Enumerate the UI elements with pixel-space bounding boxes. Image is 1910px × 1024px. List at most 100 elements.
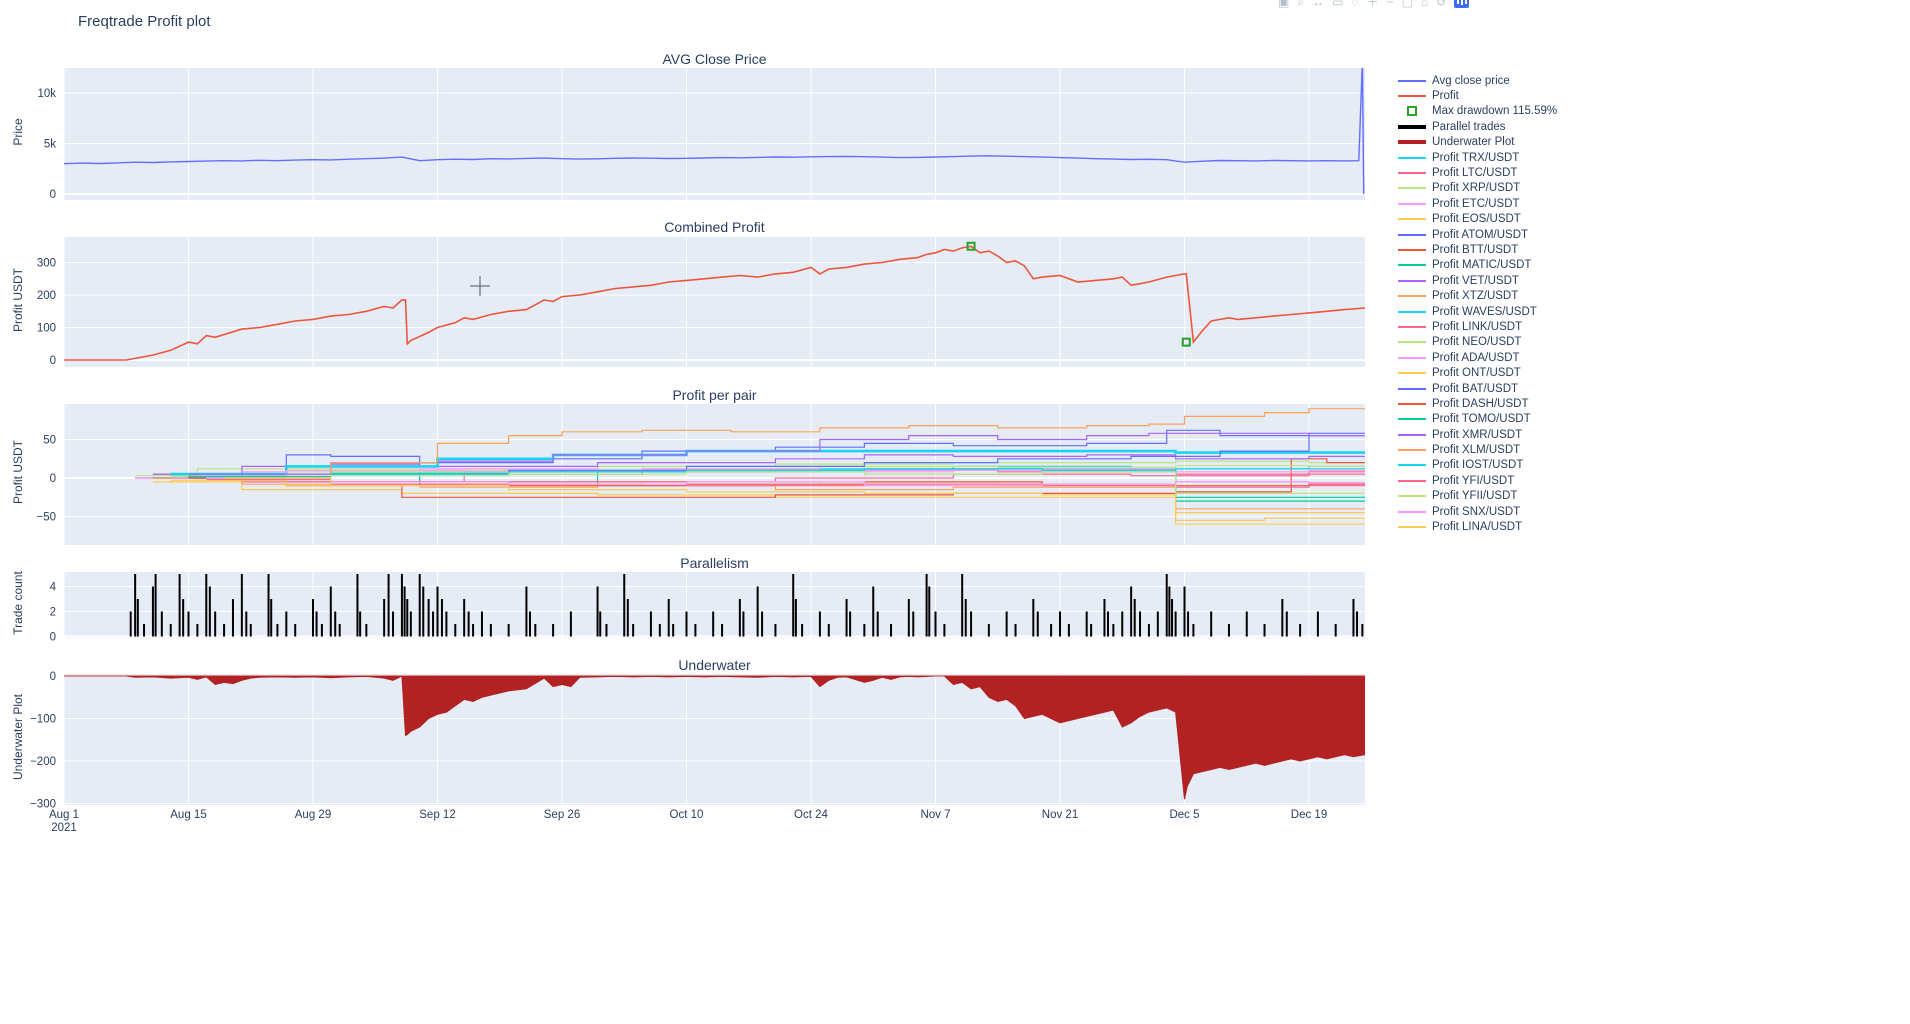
legend-label: Profit WAVES/USDT (1432, 305, 1537, 318)
bar-parallel-trades (1356, 611, 1359, 637)
legend-item-profit-tomo-usdt[interactable]: Profit TOMO/USDT (1398, 412, 1557, 427)
ytick-label: 300 (37, 258, 56, 270)
subplot-title-combined-profit: Combined Profit (664, 219, 765, 235)
line-swatch-icon (1398, 325, 1426, 328)
bar-parallel-trades (1036, 611, 1039, 637)
bar-parallel-trades (1245, 611, 1248, 637)
line-swatch-icon (1398, 202, 1426, 205)
ytick-label: 5k (44, 139, 56, 151)
legend-item-profit-ada-usdt[interactable]: Profit ADA/USDT (1398, 350, 1557, 365)
legend-item-profit-eos-usdt[interactable]: Profit EOS/USDT (1398, 212, 1557, 227)
line-swatch-icon (1398, 433, 1426, 436)
marker-max-drawdown-115-59 (1181, 337, 1191, 347)
legend-item-profit-dash-usdt[interactable]: Profit DASH/USDT (1398, 396, 1557, 411)
bar-parallel-trades (315, 611, 318, 637)
legend-item-profit-matic-usdt[interactable]: Profit MATIC/USDT (1398, 258, 1557, 273)
bar-parallel-trades (569, 611, 572, 637)
legend-label: Profit XMR/USDT (1432, 428, 1523, 441)
legend-item-max-drawdown-115-59[interactable]: Max drawdown 115.59% (1398, 104, 1557, 119)
bar-parallel-trades (632, 624, 635, 637)
legend-item-profit-lina-usdt[interactable]: Profit LINA/USDT (1398, 519, 1557, 534)
legend-item-profit-trx-usdt[interactable]: Profit TRX/USDT (1398, 150, 1557, 165)
legend-item-profit-btt-usdt[interactable]: Profit BTT/USDT (1398, 242, 1557, 257)
bar-parallel-trades (445, 611, 448, 637)
legend-item-profit[interactable]: Profit (1398, 88, 1557, 103)
bar-parallel-trades (761, 611, 764, 637)
bar-parallel-trades (1050, 624, 1053, 637)
legend-item-profit-xtz-usdt[interactable]: Profit XTZ/USDT (1398, 288, 1557, 303)
bar-parallel-trades (849, 611, 852, 637)
legend-item-profit-xlm-usdt[interactable]: Profit XLM/USDT (1398, 442, 1557, 457)
line-swatch-icon (1398, 124, 1426, 129)
line-swatch-icon (1398, 387, 1426, 390)
legend-item-profit-etc-usdt[interactable]: Profit ETC/USDT (1398, 196, 1557, 211)
line-swatch-icon (1398, 372, 1426, 375)
profit-plot-canvas: 05k10k0100200300−500500240−100−200−300Au… (30, 68, 1365, 834)
bar-parallel-trades (599, 611, 602, 637)
xtick-label: Dec 19 (1291, 809, 1327, 821)
bar-parallel-trades (182, 599, 185, 637)
bar-parallel-trades (1227, 624, 1230, 637)
legend-item-profit-atom-usdt[interactable]: Profit ATOM/USDT (1398, 227, 1557, 242)
legend-item-profit-xrp-usdt[interactable]: Profit XRP/USDT (1398, 181, 1557, 196)
autoscale-icon[interactable]: ▢ (1401, 0, 1413, 9)
bar-parallel-trades (154, 574, 157, 637)
legend-item-parallel-trades[interactable]: Parallel trades (1398, 119, 1557, 134)
legend-item-profit-vet-usdt[interactable]: Profit VET/USDT (1398, 273, 1557, 288)
reset-axes-icon[interactable]: ⌂ (1420, 0, 1429, 9)
legend-item-avg-close-price[interactable]: Avg close price (1398, 73, 1557, 88)
bar-parallel-trades (480, 611, 483, 637)
marker-max-drawdown-115-59 (966, 241, 976, 251)
bar-parallel-trades (774, 624, 777, 637)
bar-parallel-trades (208, 586, 211, 637)
plot-area-combined-profit[interactable] (64, 237, 1365, 367)
bar-parallel-trades (489, 624, 492, 637)
plot-area-avg-close-price[interactable] (64, 68, 1365, 200)
legend-item-profit-waves-usdt[interactable]: Profit WAVES/USDT (1398, 304, 1557, 319)
pan-icon[interactable]: ↔ (1312, 0, 1325, 9)
reset-view-icon[interactable]: ↺ (1436, 0, 1447, 9)
bar-parallel-trades (1107, 611, 1110, 637)
line-swatch-icon (1398, 218, 1426, 221)
bar-parallel-trades (552, 624, 555, 637)
ytick-label: 100 (37, 323, 56, 335)
bar-parallel-trades (1316, 611, 1319, 637)
legend-item-profit-ont-usdt[interactable]: Profit ONT/USDT (1398, 365, 1557, 380)
bar-parallel-trades (136, 599, 139, 637)
line-swatch-icon (1398, 449, 1426, 452)
box-select-icon[interactable]: ▭ (1332, 0, 1344, 9)
bar-parallel-trades (359, 611, 362, 637)
camera-icon[interactable]: ▣ (1278, 0, 1290, 9)
bar-parallel-trades (876, 611, 879, 637)
lasso-select-icon[interactable]: ◌ (1351, 0, 1359, 9)
legend: Avg close price Profit Max drawdown 115.59… (1398, 73, 1557, 535)
legend-item-profit-link-usdt[interactable]: Profit LINK/USDT (1398, 319, 1557, 334)
zoom-in-icon[interactable]: ＋ (1366, 0, 1379, 9)
legend-item-profit-yfii-usdt[interactable]: Profit YFII/USDT (1398, 489, 1557, 504)
legend-item-profit-snx-usdt[interactable]: Profit SNX/USDT (1398, 504, 1557, 519)
line-swatch-icon (1398, 264, 1426, 267)
zoom-icon[interactable]: ⌕ (1297, 0, 1305, 9)
bar-parallel-trades (403, 586, 406, 637)
legend-item-profit-xmr-usdt[interactable]: Profit XMR/USDT (1398, 427, 1557, 442)
area-underwater-plot (64, 675, 1365, 800)
legend-item-underwater-plot[interactable]: Underwater Plot (1398, 135, 1557, 150)
bar-parallel-trades (890, 624, 893, 637)
legend-item-profit-ltc-usdt[interactable]: Profit LTC/USDT (1398, 165, 1557, 180)
legend-item-profit-yfi-usdt[interactable]: Profit YFI/USDT (1398, 473, 1557, 488)
bar-parallel-trades (169, 624, 172, 637)
legend-item-profit-neo-usdt[interactable]: Profit NEO/USDT (1398, 335, 1557, 350)
plotly-logo[interactable] (1454, 0, 1470, 8)
ytick-label: 50 (43, 435, 56, 447)
bar-parallel-trades (312, 599, 314, 637)
zoom-out-icon[interactable]: − (1386, 0, 1394, 9)
legend-item-profit-iost-usdt[interactable]: Profit IOST/USDT (1398, 458, 1557, 473)
bar-parallel-trades (187, 611, 190, 637)
max-drawdown-marker-icon (1398, 106, 1426, 117)
bar-parallel-trades (1156, 611, 1159, 637)
legend-label: Profit LINA/USDT (1432, 521, 1523, 534)
legend-item-profit-bat-usdt[interactable]: Profit BAT/USDT (1398, 381, 1557, 396)
bar-parallel-trades (658, 624, 661, 637)
bar-parallel-trades (742, 611, 745, 637)
bar-parallel-trades (129, 611, 132, 637)
